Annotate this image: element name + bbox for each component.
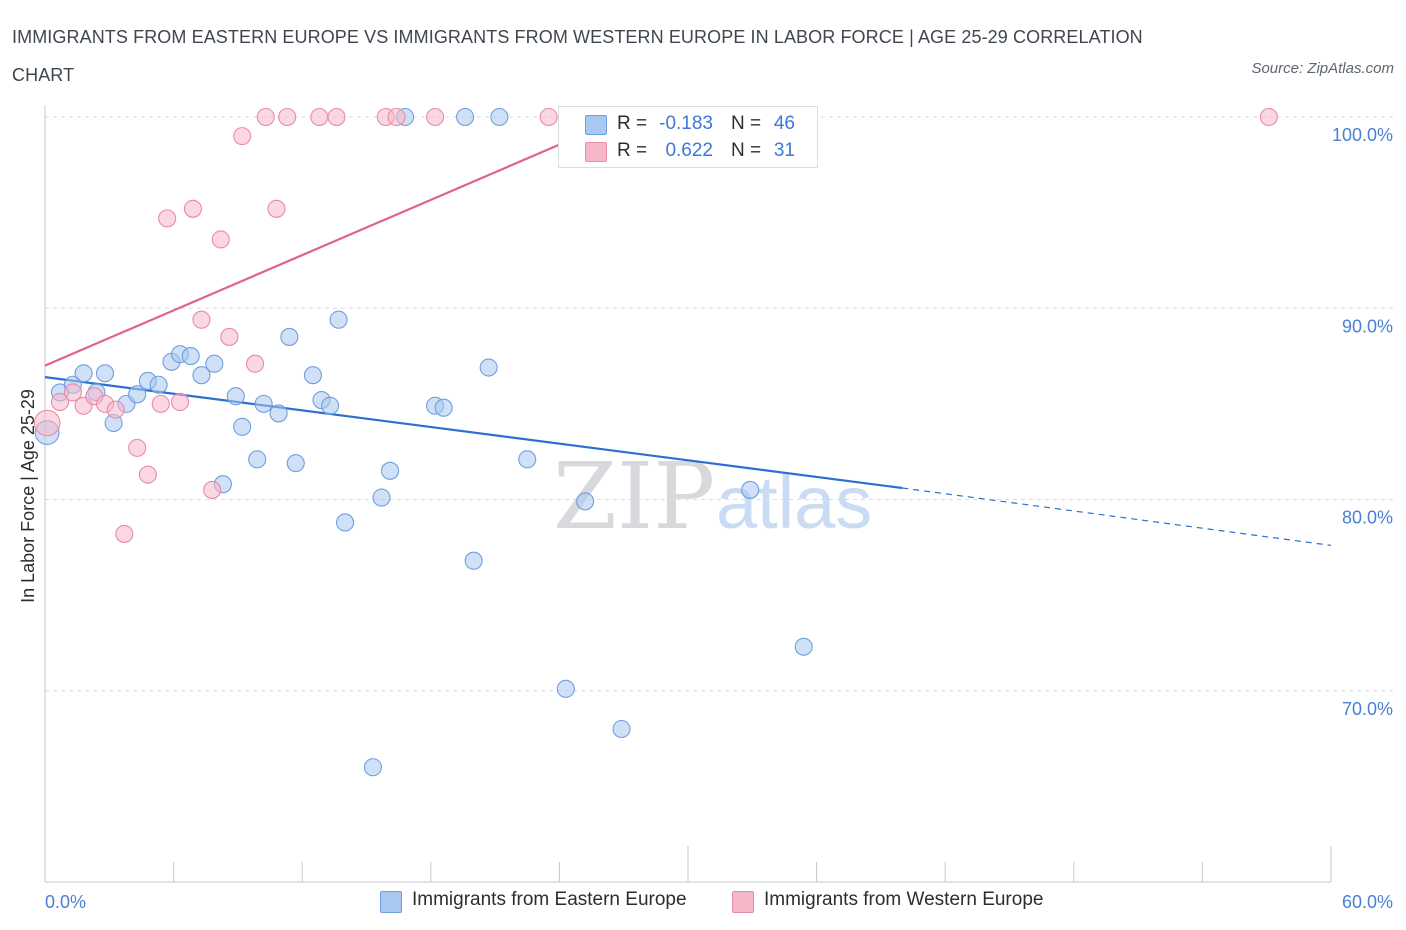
legend-n-value: 31 — [773, 140, 795, 161]
point-western — [327, 107, 346, 127]
point-western — [426, 107, 445, 127]
point-eastern — [226, 387, 245, 406]
point-eastern — [269, 404, 288, 423]
point-eastern — [192, 366, 211, 385]
point-eastern — [286, 454, 305, 473]
legend-swatch-eastern — [585, 115, 607, 135]
point-eastern — [479, 358, 498, 377]
watermark-zip: ZIP — [553, 443, 715, 550]
point-eastern — [612, 719, 631, 739]
point-eastern — [254, 394, 273, 413]
point-western — [192, 310, 211, 329]
point-eastern — [576, 492, 595, 511]
x-tick-label: 0.0% — [45, 892, 86, 912]
point-eastern — [363, 758, 382, 777]
point-eastern — [336, 513, 355, 532]
point-western — [233, 127, 252, 146]
trend-line-eastern — [44, 376, 903, 490]
point-eastern — [303, 366, 322, 385]
point-western — [50, 392, 70, 412]
point-eastern — [205, 354, 224, 373]
watermark: ZIP atlas — [553, 443, 872, 550]
point-eastern — [74, 364, 93, 383]
legend-r-label: R = — [617, 140, 648, 161]
legend-swatch-eastern — [380, 891, 402, 913]
point-western — [267, 199, 286, 218]
point-eastern — [372, 488, 391, 507]
y-tick-label: 90.0% — [1342, 316, 1393, 336]
point-eastern — [248, 450, 267, 469]
legend-r-value: 0.622 — [665, 140, 713, 161]
point-western — [310, 107, 329, 127]
trend-line-western — [44, 115, 625, 367]
point-western — [1259, 107, 1278, 127]
point-eastern — [233, 417, 252, 436]
y-axis-label: In Labor Force | Age 25-29 — [18, 389, 38, 603]
point-western — [387, 107, 406, 127]
point-eastern — [794, 637, 813, 656]
point-eastern — [329, 310, 348, 329]
point-eastern — [181, 347, 200, 366]
x-tick-label: 60.0% — [1342, 892, 1393, 912]
source-label: Source: ZipAtlas.com — [1251, 60, 1394, 77]
tick-labels: 70.0% 80.0% 90.0% 100.0% 0.0% 60.0% — [45, 125, 1393, 912]
point-western — [220, 327, 239, 346]
axes — [44, 105, 1332, 883]
point-eastern — [95, 364, 115, 383]
point-eastern — [321, 396, 340, 415]
point-western — [203, 480, 222, 499]
legend-label-western: Immigrants from Western Europe — [764, 889, 1044, 910]
point-western — [245, 354, 265, 373]
trend-lines — [44, 115, 1332, 546]
point-eastern — [434, 398, 453, 417]
chart-title: IMMIGRANTS FROM EASTERN EUROPE VS IMMIGR… — [12, 27, 1143, 85]
legend-row-western: R = 0.622 N = 31 — [559, 139, 817, 165]
point-western — [278, 107, 297, 127]
point-eastern — [128, 385, 147, 404]
point-eastern — [464, 551, 483, 570]
point-western — [183, 199, 202, 218]
point-eastern — [490, 107, 509, 127]
y-tick-label: 70.0% — [1342, 699, 1393, 719]
correlation-legend: R = -0.183 N = 46 R = 0.622 N = 31 — [558, 106, 818, 168]
series-legend: Immigrants from Eastern Europe Immigrant… — [0, 888, 1406, 918]
point-western — [539, 107, 558, 127]
point-western — [106, 400, 125, 419]
point-western — [211, 230, 230, 249]
point-western — [138, 465, 157, 484]
legend-swatch-western — [732, 891, 754, 913]
point-western — [63, 383, 82, 402]
y-tick-label: 80.0% — [1342, 508, 1393, 528]
point-eastern — [149, 375, 168, 394]
point-western — [256, 107, 275, 127]
point-western — [128, 438, 147, 457]
data-points — [33, 107, 1278, 777]
point-western — [158, 209, 177, 228]
point-western — [170, 392, 190, 412]
point-eastern — [556, 679, 575, 698]
legend-row-eastern: R = -0.183 N = 46 — [559, 112, 817, 138]
legend-n-label: N = — [731, 113, 762, 134]
point-eastern — [741, 480, 760, 499]
point-eastern — [381, 461, 400, 480]
trend-line-eastern-extension — [902, 487, 1332, 546]
point-western — [115, 524, 134, 543]
legend-r-label: R = — [617, 113, 648, 134]
legend-swatch-western — [585, 142, 607, 162]
legend-r-value: -0.183 — [659, 113, 713, 134]
point-western — [33, 409, 61, 437]
y-tick-label: 100.0% — [1332, 125, 1393, 145]
point-eastern — [518, 450, 537, 469]
legend-label-eastern: Immigrants from Eastern Europe — [412, 889, 687, 910]
point-western — [151, 394, 170, 413]
point-eastern — [456, 107, 475, 127]
legend-n-value: 46 — [773, 113, 795, 134]
legend-n-label: N = — [731, 140, 762, 161]
point-eastern — [280, 327, 299, 346]
